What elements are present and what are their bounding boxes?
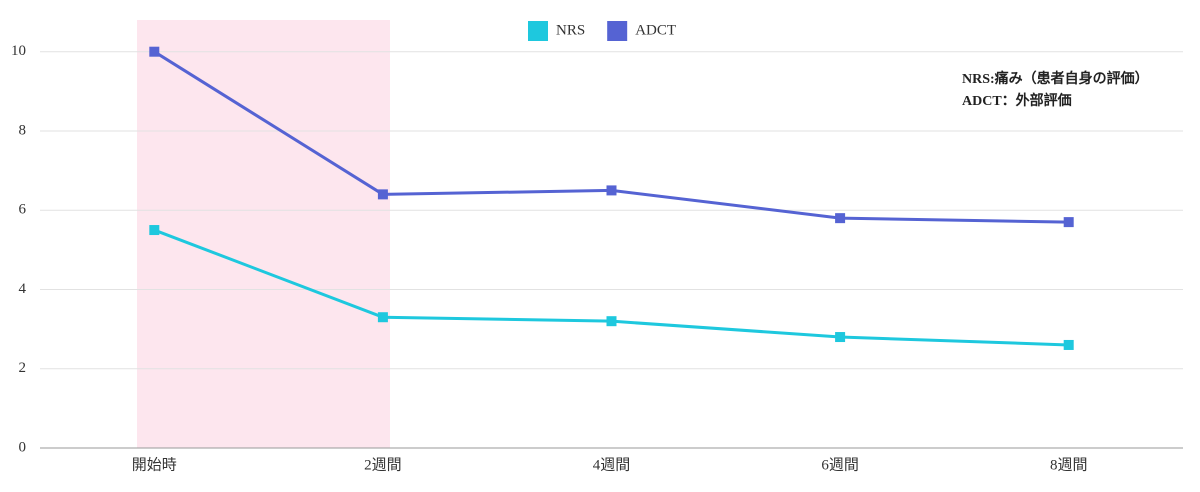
- data-point: [835, 332, 846, 343]
- data-point: [1063, 339, 1074, 350]
- legend-label: ADCT: [635, 22, 676, 38]
- data-point: [149, 225, 160, 236]
- data-point: [149, 46, 160, 57]
- data-point: [1063, 217, 1074, 228]
- legend-label: NRS: [556, 22, 585, 38]
- x-tick-label: 4週間: [593, 456, 631, 473]
- x-tick-label: 開始時: [132, 456, 177, 473]
- data-point: [377, 312, 388, 323]
- y-tick-label: 2: [19, 360, 27, 376]
- legend-swatch: [528, 21, 548, 41]
- highlight-band: [137, 20, 390, 448]
- x-tick-label: 2週間: [364, 456, 402, 473]
- annotation: NRS:痛み（患者自身の評価）: [962, 70, 1149, 87]
- y-tick-label: 0: [19, 439, 27, 455]
- data-point: [606, 185, 617, 196]
- data-point: [606, 316, 617, 327]
- x-tick-label: 8週間: [1050, 456, 1088, 473]
- y-tick-label: 6: [19, 202, 27, 218]
- data-point: [377, 189, 388, 200]
- data-point: [835, 213, 846, 224]
- legend-swatch: [607, 21, 628, 41]
- y-tick-label: 10: [11, 43, 26, 59]
- annotation: ADCT：外部評価: [962, 92, 1072, 109]
- y-tick-label: 4: [19, 281, 27, 297]
- x-tick-label: 6週間: [821, 456, 859, 473]
- y-tick-label: 8: [19, 122, 27, 138]
